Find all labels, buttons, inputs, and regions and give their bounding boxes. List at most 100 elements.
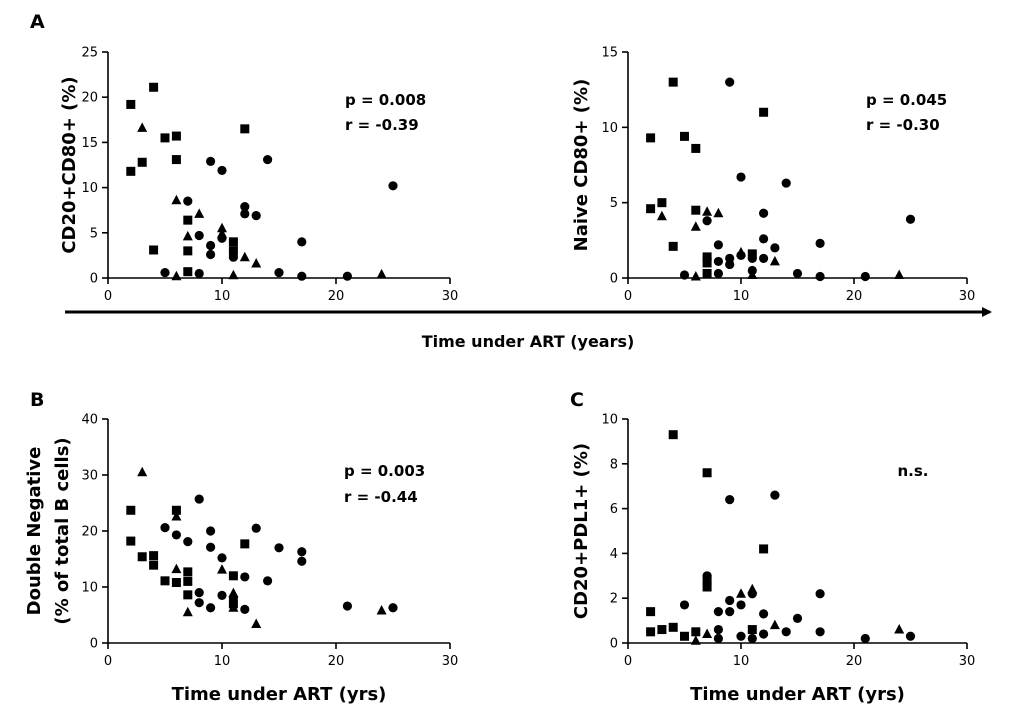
circle-marker [171, 530, 181, 540]
square-marker [149, 560, 159, 570]
square-marker [126, 505, 136, 515]
circle-marker [183, 196, 193, 206]
square-marker [691, 627, 701, 637]
circle-marker [240, 604, 250, 615]
square-marker [657, 198, 667, 208]
circle-marker [713, 633, 724, 644]
circle-marker [759, 234, 769, 244]
circle-marker [251, 211, 261, 221]
panel-label-c: C [570, 389, 584, 411]
triangle-marker [171, 270, 182, 281]
x-tick-label: 0 [104, 654, 112, 669]
circle-marker [702, 216, 712, 226]
circle-marker [297, 237, 307, 247]
triangle-marker [171, 510, 182, 521]
y-axis-label-line: (% of total B cells) [52, 437, 73, 624]
circle-marker [217, 553, 227, 563]
square-marker [126, 99, 136, 109]
square-marker [646, 133, 656, 143]
triangle-marker [137, 466, 148, 477]
stat-annotation: p = 0.003 [344, 462, 425, 480]
circle-marker [713, 268, 724, 279]
triangle-marker [228, 602, 239, 612]
square-marker [646, 607, 656, 617]
circle-marker [217, 165, 227, 176]
circle-marker [736, 250, 746, 260]
triangle-marker [769, 619, 780, 630]
triangle-marker [137, 122, 148, 132]
triangle-marker [736, 588, 746, 598]
triangle-marker [769, 255, 780, 266]
circle-marker [679, 600, 690, 610]
triangle-marker [656, 210, 667, 221]
y-tick-label: 10 [81, 581, 98, 596]
circle-marker [713, 240, 724, 250]
scatter-panel-c: 0 2 4 6 8 10 0 10 20 30 CD20+PDL1+ (%) Time under A… [571, 413, 975, 706]
y-tick-label: 6 [610, 502, 618, 517]
triangle-marker [217, 222, 227, 233]
x-tick-label: 20 [846, 289, 863, 304]
square-marker [702, 582, 712, 592]
y-tick-label: 20 [81, 525, 98, 540]
triangle-marker [894, 269, 905, 279]
x-tick-label: 30 [442, 289, 459, 304]
stat-annotation: p = 0.008 [345, 91, 426, 109]
circle-marker [388, 181, 398, 191]
circle-marker [274, 543, 284, 553]
triangle-marker [251, 618, 262, 628]
y-axis-label: Naive CD80+ (%) [571, 79, 592, 252]
circle-marker [228, 252, 238, 262]
circle-marker [251, 523, 261, 533]
square-marker [228, 571, 238, 581]
triangle-marker [702, 206, 713, 216]
circle-marker [781, 627, 791, 637]
circle-marker [206, 249, 216, 260]
circle-marker [194, 268, 204, 279]
circle-marker [815, 238, 825, 248]
square-marker [680, 131, 689, 141]
triangle-marker [194, 208, 205, 218]
circle-marker [770, 243, 780, 253]
circle-marker [725, 607, 735, 617]
x-tick-label: 10 [214, 654, 231, 669]
circle-marker [206, 156, 216, 166]
triangle-marker [690, 635, 701, 645]
y-tick-label: 20 [81, 91, 98, 106]
triangle-marker [182, 230, 193, 241]
circle-marker [228, 593, 238, 603]
y-tick-label: 5 [610, 196, 618, 211]
y-axis-label: CD20+CD80+ (%) [59, 76, 80, 253]
y-axis-label-line: Double Negative [24, 447, 45, 616]
square-marker [160, 576, 170, 586]
square-marker [228, 246, 238, 256]
triangle-marker [171, 563, 182, 574]
square-marker [680, 631, 689, 641]
y-tick-label: 10 [601, 121, 618, 136]
stat-annotation: r = -0.30 [866, 116, 940, 134]
y-tick-label: 4 [610, 547, 618, 562]
circle-marker [388, 603, 398, 613]
y-tick-label: 40 [81, 413, 98, 428]
x-tick-label: 10 [733, 289, 750, 304]
circle-marker [297, 271, 307, 281]
circle-marker [183, 537, 193, 547]
panel-label-a: A [30, 11, 45, 33]
circle-marker [240, 209, 250, 219]
square-marker [149, 82, 159, 92]
circle-marker [206, 603, 216, 613]
square-marker [149, 245, 159, 255]
x-axis-label: Time under ART (yrs) [172, 684, 387, 705]
x-tick-label: 20 [328, 654, 345, 669]
x-tick-label: 30 [442, 654, 459, 669]
square-marker [668, 77, 678, 87]
square-marker [126, 166, 136, 176]
x-axis-label: Time under ART (yrs) [690, 684, 905, 705]
circle-marker [905, 214, 916, 224]
circle-marker [860, 271, 870, 282]
circle-marker [725, 595, 735, 606]
x-tick-label: 20 [328, 289, 345, 304]
square-marker [691, 143, 701, 153]
square-marker [183, 567, 193, 577]
circle-marker [297, 556, 307, 566]
